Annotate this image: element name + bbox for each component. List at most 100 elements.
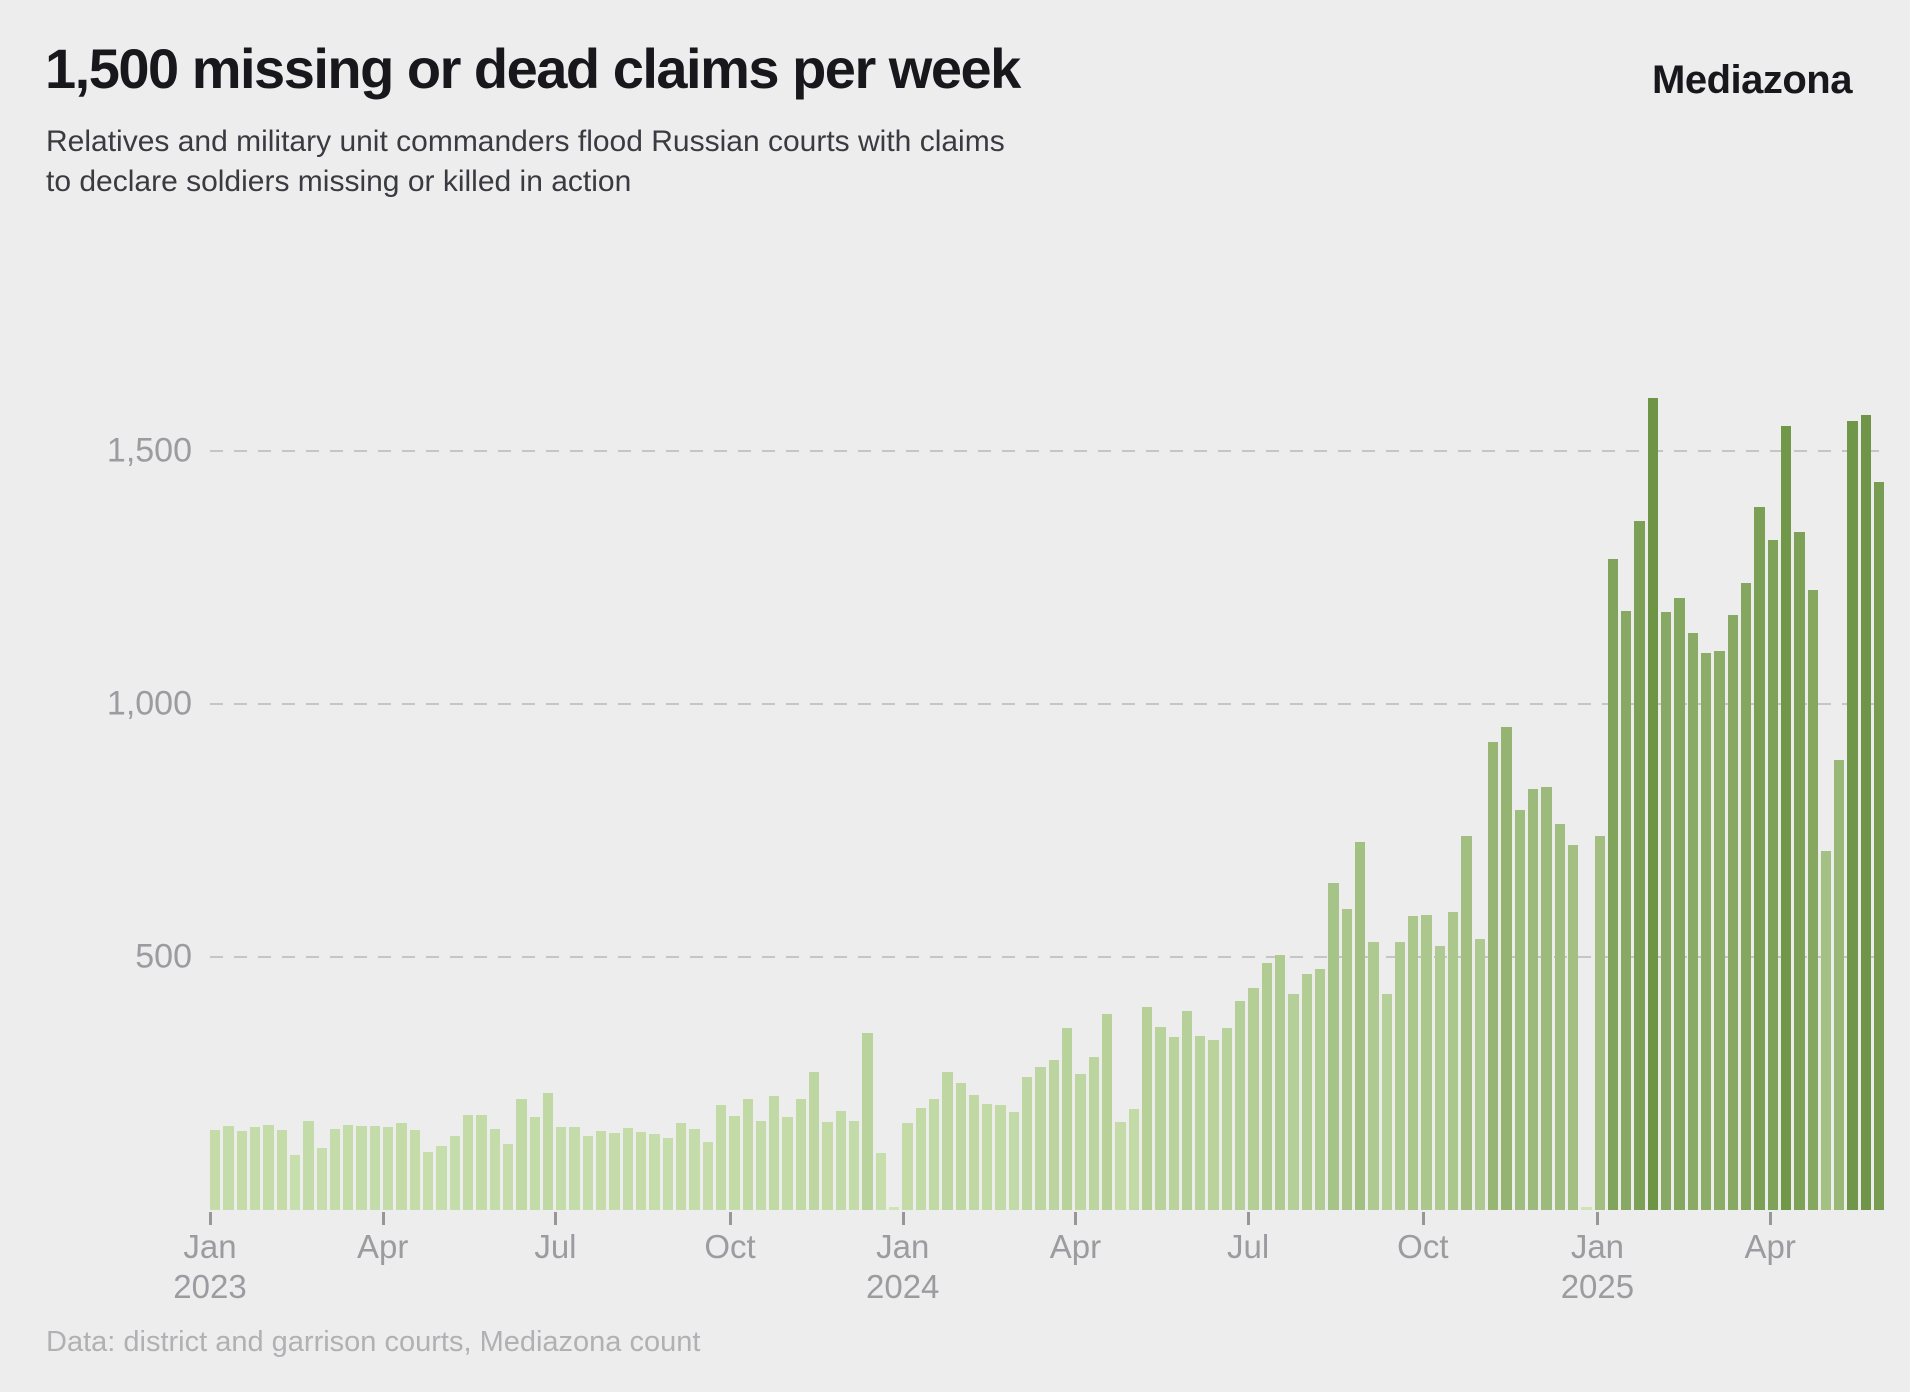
x-tick-mark [1596, 1212, 1600, 1225]
bar [1727, 615, 1738, 1210]
y-axis-label: 500 [135, 937, 192, 976]
y-axis-label: 1,000 [106, 684, 192, 723]
bar [516, 1099, 527, 1210]
bar [263, 1125, 274, 1210]
bar [316, 1148, 327, 1210]
bar [1621, 611, 1632, 1210]
bar [809, 1072, 820, 1210]
bar [1354, 842, 1366, 1210]
bar [556, 1127, 567, 1210]
bar [702, 1142, 713, 1210]
bar [1314, 969, 1326, 1210]
x-tick-label: Apr [1049, 1228, 1102, 1265]
bar [1155, 1027, 1166, 1210]
bar [649, 1134, 660, 1210]
bar [329, 1129, 341, 1210]
bar [1834, 760, 1845, 1210]
bar [1195, 1036, 1206, 1210]
bar [1075, 1074, 1086, 1210]
page-title: 1,500 missing or dead claims per week [45, 37, 1021, 100]
bar [1874, 482, 1885, 1210]
bar [1368, 942, 1379, 1210]
bar [1674, 598, 1685, 1210]
bar [1461, 836, 1472, 1210]
bar [835, 1111, 846, 1210]
bar [1088, 1057, 1099, 1210]
x-tick-label: Jan [183, 1228, 237, 1265]
x-tick-label: Jul [534, 1228, 577, 1265]
bar [928, 1099, 940, 1210]
bar [715, 1105, 727, 1210]
bar [955, 1083, 966, 1210]
bar [383, 1127, 394, 1210]
bar [236, 1131, 247, 1210]
bar [476, 1115, 487, 1210]
x-tick-mark [1074, 1212, 1078, 1225]
bar [409, 1130, 420, 1210]
bar [1567, 845, 1579, 1210]
bar [1048, 1060, 1059, 1210]
bar [502, 1144, 514, 1210]
bar [1141, 1007, 1153, 1210]
bar [1235, 1001, 1246, 1210]
bar [755, 1121, 767, 1210]
bar [1820, 851, 1832, 1210]
bar-series [210, 380, 1885, 1210]
bar [689, 1129, 700, 1210]
x-tick-label: Apr [357, 1228, 409, 1265]
bar [529, 1117, 540, 1210]
bar [582, 1136, 594, 1210]
bar [1168, 1037, 1179, 1210]
bar [1740, 583, 1752, 1210]
bar [369, 1126, 381, 1210]
bar [995, 1105, 1006, 1210]
bar [1381, 994, 1392, 1210]
x-tick-label: Jul [1227, 1228, 1270, 1265]
bar [1275, 955, 1286, 1210]
bar [769, 1096, 780, 1210]
x-tick-mark [1769, 1212, 1773, 1225]
bar [822, 1122, 833, 1210]
bar [888, 1207, 900, 1210]
bar [1008, 1112, 1020, 1210]
bar [1501, 727, 1512, 1210]
bar [396, 1123, 407, 1210]
bar [1780, 426, 1792, 1210]
y-gridline [210, 450, 1886, 452]
bar [249, 1127, 261, 1210]
bar [489, 1129, 500, 1210]
bar [1767, 540, 1778, 1210]
bar [1488, 742, 1499, 1210]
bar [1687, 633, 1698, 1210]
bar [1341, 909, 1352, 1210]
bar [1581, 1207, 1592, 1210]
bar [276, 1130, 287, 1210]
x-tick-label: Jan [1570, 1228, 1625, 1265]
bar [1607, 559, 1619, 1210]
bar [1714, 651, 1725, 1210]
bar [462, 1115, 474, 1210]
x-tick-label: Oct [1397, 1228, 1449, 1265]
subtitle-line-1: Relatives and military unit commanders f… [46, 125, 1005, 158]
bar [289, 1155, 301, 1210]
x-tick-label: Apr [1744, 1228, 1796, 1265]
bar [1261, 963, 1272, 1210]
y-gridline [210, 956, 1886, 958]
bar [1288, 994, 1299, 1210]
chart-subtitle: Relatives and military unit commanders f… [46, 122, 1005, 202]
x-tick-year-label: 2024 [865, 1268, 940, 1305]
bar [915, 1108, 926, 1210]
bar [1248, 988, 1259, 1210]
bar [1860, 415, 1872, 1210]
bar [729, 1116, 740, 1210]
bar [1035, 1067, 1046, 1210]
x-tick-label: Jan [876, 1228, 930, 1265]
x-tick-year-label: 2025 [1560, 1268, 1635, 1305]
bar [223, 1126, 234, 1210]
bar [675, 1123, 687, 1210]
x-tick-mark [729, 1212, 732, 1225]
bar [1181, 1011, 1193, 1210]
bar [1301, 974, 1312, 1210]
bar [862, 1033, 873, 1210]
bar [449, 1136, 460, 1210]
